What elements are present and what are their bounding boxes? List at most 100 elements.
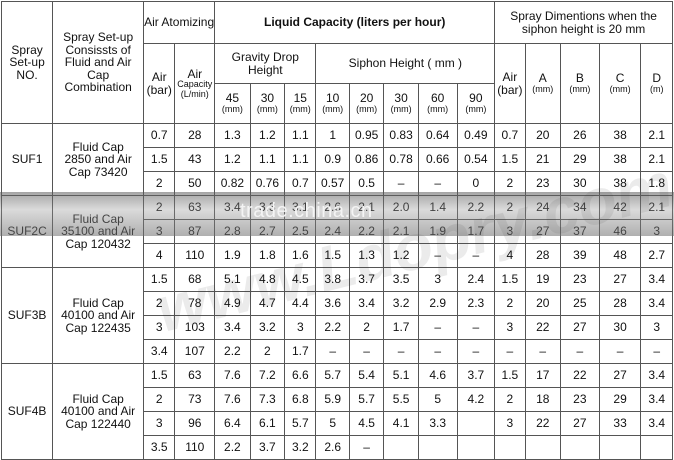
table-cell: 0.7 [284, 171, 317, 196]
table-cell: 3.3 [249, 195, 286, 220]
table-cell: 6.4 [214, 411, 251, 436]
table-cell: 1 [315, 123, 350, 148]
table-cell: 4 [494, 243, 526, 268]
table-cell: 3 [494, 411, 526, 436]
gravity-45-unit: (mm) [221, 104, 243, 115]
table-cell: 20 [524, 123, 562, 148]
spray-setup-id: SUF1 [0, 123, 54, 196]
table-cell: 3 [640, 315, 673, 340]
table-cell: 27 [524, 219, 562, 244]
table-cell: 3.4 [214, 315, 251, 340]
table-cell: 5.5 [383, 387, 419, 412]
spray-combination: Fluid Cap 2850 and Air Cap 73420 [52, 123, 145, 196]
table-cell: 3.2 [284, 435, 317, 460]
table-cell: 2.2 [315, 315, 350, 340]
header-siphon-90: 90 (mm) [456, 83, 496, 124]
table-cell: 4.4 [284, 291, 317, 316]
table-cell: 2 [494, 195, 526, 220]
gravity-15-unit: (mm) [289, 104, 311, 115]
table-cell: 1.5 [494, 363, 526, 388]
table-cell: 20 [524, 291, 562, 316]
table-cell: – [417, 339, 458, 364]
table-cell: 0.49 [456, 123, 496, 148]
header-gravity-30: 30 (mm) [249, 83, 286, 124]
table-cell: 19 [524, 267, 562, 292]
header-siphon-20: 20 (mm) [348, 83, 385, 124]
table-row: SUF1 Fluid Cap 2850 and Air Cap 73420 0.7 2… [0, 123, 673, 196]
table-cell: 0 [456, 171, 496, 196]
table-cell: 2.6 [315, 435, 350, 460]
table-cell: 4 [143, 243, 176, 268]
dim-a-unit: (mm) [532, 84, 554, 95]
table-cell: 5.1 [383, 363, 419, 388]
table-cell: 2.2 [348, 219, 385, 244]
gravity-30-unit: (mm) [256, 104, 278, 115]
table-cell: 3.4 [640, 363, 673, 388]
header-spray-no: Spray Set-up NO. [0, 1, 54, 124]
table-cell: 34 [560, 195, 600, 220]
table-cell: 103 [174, 315, 216, 340]
table-cell [456, 411, 496, 436]
table-cell: 2 [249, 339, 286, 364]
table-cell: – [640, 339, 673, 364]
table-cell: 2 [494, 291, 526, 316]
table-cell: 2 [143, 195, 176, 220]
table-cell: – [348, 435, 385, 460]
table-cell: 3.4 [640, 387, 673, 412]
table-cell: 3.4 [640, 291, 673, 316]
table-cell: 5.9 [315, 387, 350, 412]
table-cell: 22 [524, 315, 562, 340]
table-cell [417, 435, 458, 460]
siphon-60-label: 60 [430, 91, 445, 106]
table-cell: 3.4 [640, 411, 673, 436]
table-cell: 2.7 [640, 243, 673, 268]
table-cell: 4.1 [383, 411, 419, 436]
table-cell: 3 [494, 315, 526, 340]
table-cell: 1.8 [249, 243, 286, 268]
table-cell: 1.9 [417, 219, 458, 244]
table-cell: 6.8 [284, 387, 317, 412]
table-cell: 30 [560, 171, 600, 196]
table-cell: 1.2 [383, 243, 419, 268]
table-cell: 38 [598, 123, 642, 148]
dim-b-label: B [575, 71, 584, 86]
table-cell: 5.7 [315, 363, 350, 388]
siphon-90-label: 90 [469, 91, 483, 106]
table-cell: 7.6 [214, 387, 251, 412]
table-cell: 42 [598, 195, 642, 220]
table-cell: 3.4 [348, 291, 385, 316]
table-cell: 28 [174, 123, 216, 148]
table-cell: 3.2 [249, 315, 286, 340]
table-cell: 1.1 [284, 147, 317, 172]
table-cell: 4.5 [348, 411, 385, 436]
table-cell: 22 [524, 411, 562, 436]
table-cell: 4.5 [284, 267, 317, 292]
table-cell: 5.7 [348, 387, 385, 412]
table-cell: 2.8 [214, 219, 251, 244]
table-cell: 1.7 [284, 339, 317, 364]
table-cell: 1.5 [143, 267, 176, 292]
table-cell: 38 [598, 171, 642, 196]
table-cell: 2.7 [249, 219, 286, 244]
table-row: SUF3B Fluid Cap 40100 and Air Cap 122435 1… [0, 267, 673, 364]
header-dim-a: A (mm) [524, 43, 562, 124]
dim-a-label: A [538, 71, 547, 86]
table-cell: 3.4 [214, 195, 251, 220]
table-cell: 46 [598, 219, 642, 244]
table-cell: 0.86 [348, 147, 385, 172]
table-cell [598, 435, 642, 460]
table-cell: – [598, 339, 642, 364]
table-cell: 4.7 [249, 291, 286, 316]
header-gravity-drop: Gravity Drop Height [214, 43, 317, 84]
table-cell: 1.6 [284, 243, 317, 268]
table-cell: 2.1 [640, 123, 673, 148]
siphon-30-label: 30 [394, 91, 408, 106]
table-cell: 22 [560, 363, 600, 388]
table-cell: 0.78 [383, 147, 419, 172]
table-cell: 5.1 [214, 267, 251, 292]
table-cell: – [494, 339, 526, 364]
table-cell: 43 [174, 147, 216, 172]
table-cell: 3.3 [417, 411, 458, 436]
table-cell: 110 [174, 243, 216, 268]
table-row: SUF4B Fluid Cap 40100 and Air Cap 122440 1… [0, 363, 673, 460]
